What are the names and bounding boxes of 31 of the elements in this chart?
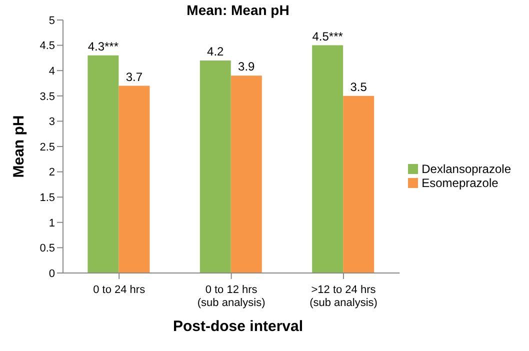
y-tick-label: 2.5 xyxy=(40,141,55,154)
y-tick-label: 0 xyxy=(48,268,55,280)
y-tick-label: 0.5 xyxy=(40,242,55,255)
y-tick-label: 1.5 xyxy=(40,192,55,204)
legend-label: Esomeprazole xyxy=(422,176,498,190)
x-tick-label: 0 to 24 hrs xyxy=(93,284,146,296)
bar xyxy=(312,45,344,273)
y-tick-label: 4.5 xyxy=(40,40,55,52)
y-axis-title: Mean pH xyxy=(10,115,28,178)
legend-label: Dexlansoprazole xyxy=(422,162,511,176)
data-label: 4.5*** xyxy=(312,29,344,44)
bar xyxy=(200,60,231,273)
bar xyxy=(88,55,119,273)
y-tick-label: 3.5 xyxy=(40,90,55,103)
x-tick-label: >12 to 24 hrs (sub analysis) xyxy=(310,284,378,309)
data-label: 3.7 xyxy=(126,70,143,84)
bar xyxy=(118,86,150,273)
data-label: 3.5 xyxy=(350,80,368,94)
y-tick-label: 2 xyxy=(48,166,55,179)
data-label: 3.9 xyxy=(238,60,256,74)
y-tick-label: 5 xyxy=(48,14,55,27)
y-tick-label: 4 xyxy=(48,66,55,78)
bar xyxy=(343,96,374,273)
chart-title: Mean: Mean pH xyxy=(186,2,290,18)
y-tick-label: 3 xyxy=(48,116,55,128)
y-tick-label: 1 xyxy=(48,217,55,230)
data-label: 4.2 xyxy=(207,44,224,58)
bar xyxy=(230,76,262,273)
data-label: 4.3*** xyxy=(88,39,119,54)
x-axis-title: Post-dose interval xyxy=(172,318,304,335)
x-tick-label: 0 to 12 hrs (sub analysis) xyxy=(197,284,266,309)
